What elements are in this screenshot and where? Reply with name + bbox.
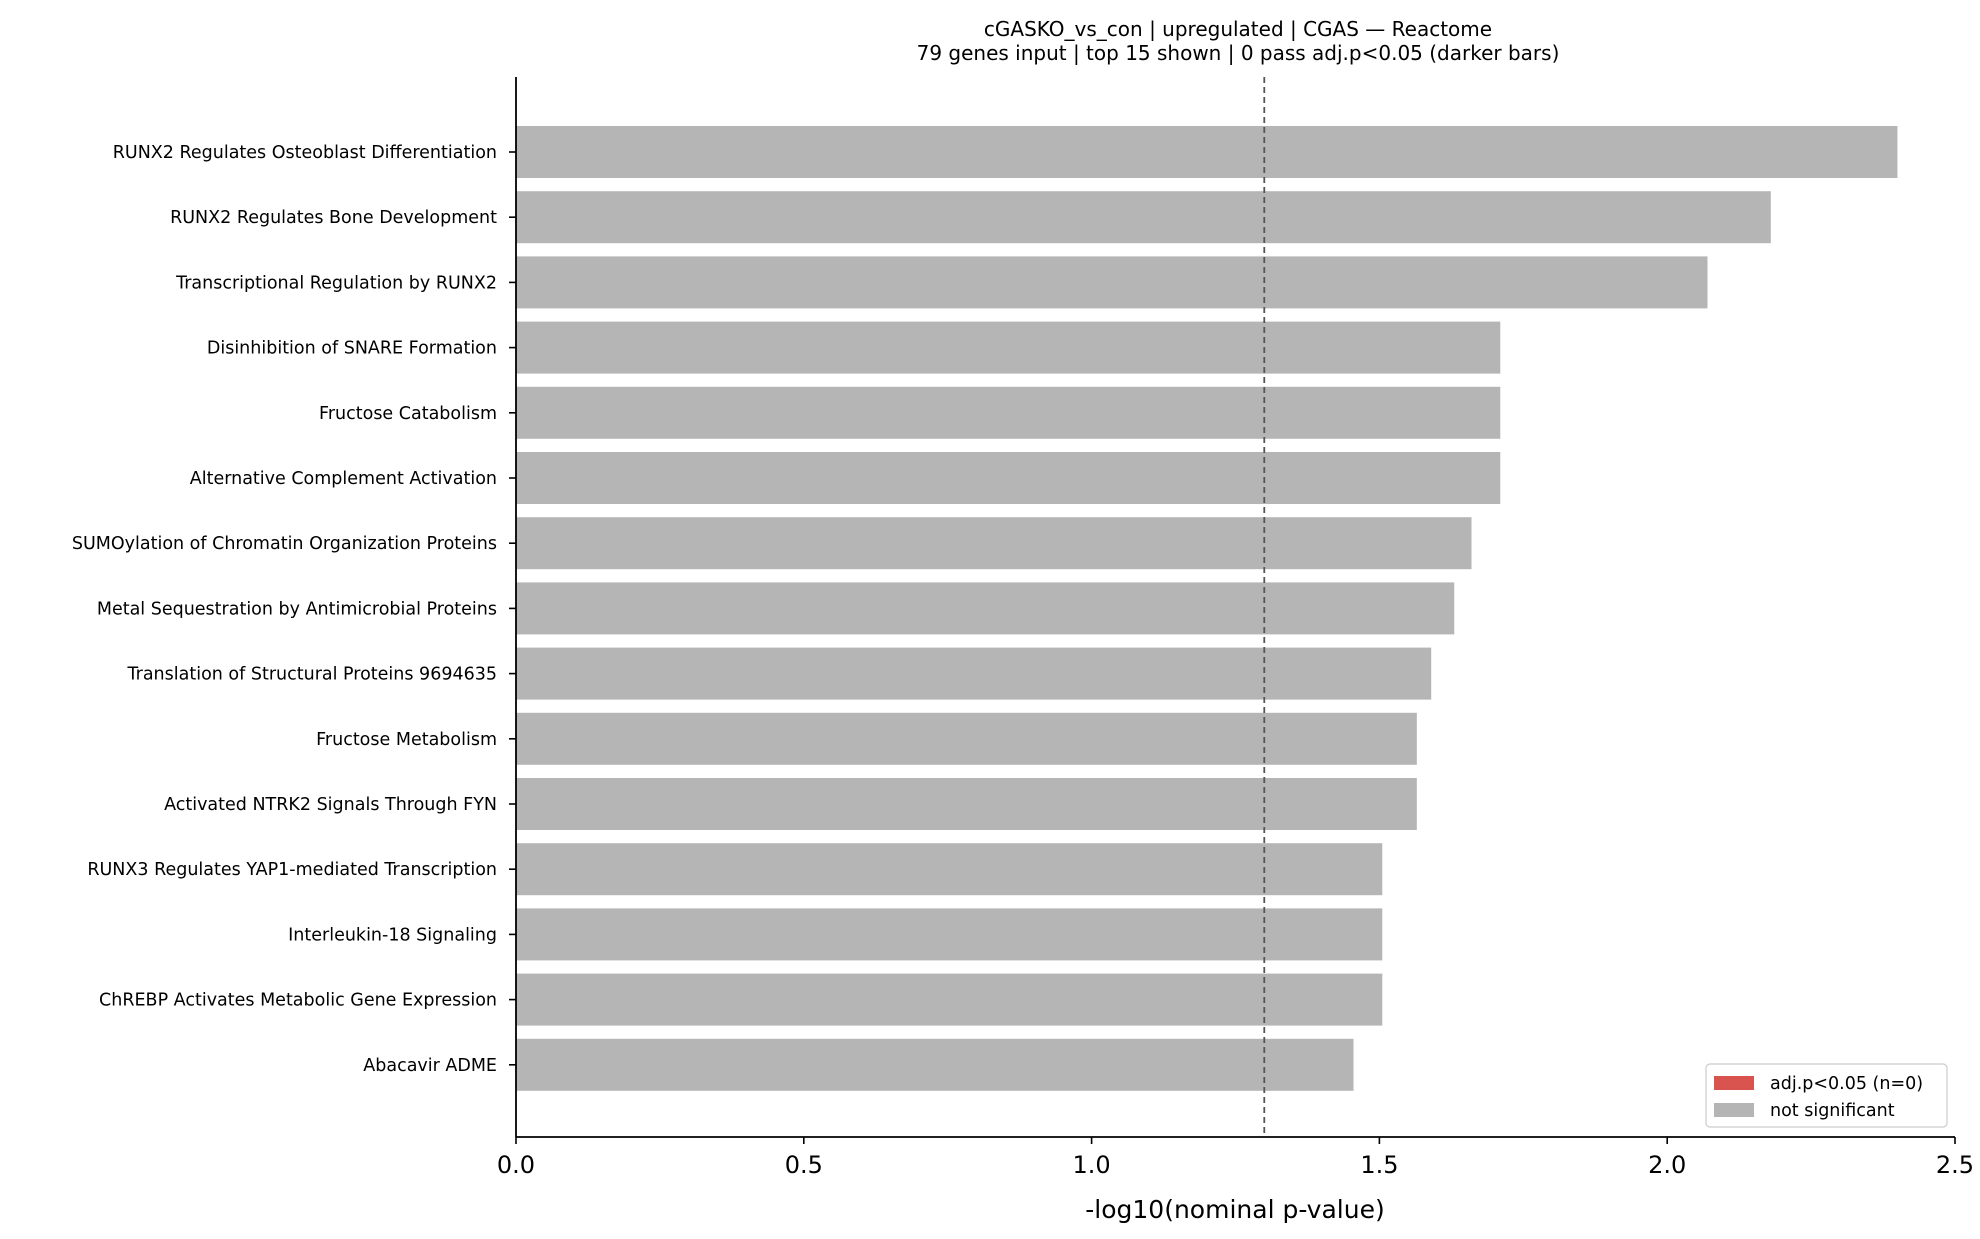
- x-tick-label: 2.5: [1936, 1151, 1974, 1179]
- y-tick-label: Fructose Metabolism: [316, 730, 497, 750]
- legend-frame: [1705, 1063, 1948, 1128]
- bar: [516, 256, 1708, 309]
- bar: [516, 452, 1501, 504]
- y-tick-label: Metal Sequestration by Antimicrobial Pro…: [97, 599, 497, 619]
- x-tick-label: 0.0: [497, 1151, 535, 1179]
- bar: [516, 647, 1432, 700]
- legend: adj.p<0.05 (n=0) not significant: [1705, 1063, 1948, 1128]
- chart-title: cGASKO_vs_con | upregulated | CGAS — Rea…: [984, 17, 1492, 41]
- y-tick-label: Fructose Catabolism: [319, 404, 497, 424]
- chart-subtitle: 79 genes input | top 15 shown | 0 pass a…: [917, 41, 1560, 65]
- legend-label: adj.p<0.05 (n=0): [1770, 1074, 1923, 1094]
- bar: [516, 126, 1898, 178]
- y-tick-label: Disinhibition of SNARE Formation: [207, 339, 497, 359]
- bar: [516, 843, 1383, 896]
- bar: [516, 1038, 1354, 1091]
- x-axis: 0.0 0.5 1.0 1.5 2.0 2.5: [497, 1136, 1974, 1179]
- x-tick-label: 0.5: [785, 1151, 823, 1179]
- legend-swatch: [1714, 1076, 1754, 1090]
- bar: [516, 191, 1771, 244]
- y-tick-label: Transcriptional Regulation by RUNX2: [175, 273, 497, 293]
- y-axis: RUNX2 Regulates Osteoblast Differentiati…: [72, 77, 517, 1137]
- bar: [516, 973, 1383, 1026]
- y-tick-label: Interleukin-18 Signaling: [288, 925, 497, 945]
- legend-label: not significant: [1770, 1101, 1895, 1121]
- bar: [516, 517, 1472, 570]
- y-tick-label: Alternative Complement Activation: [190, 469, 497, 489]
- bar: [516, 582, 1455, 635]
- bar: [516, 386, 1501, 439]
- x-axis-label: -log10(nominal p-value): [1085, 1195, 1384, 1224]
- bar: [516, 908, 1383, 961]
- y-tick-label: Activated NTRK2 Signals Through FYN: [164, 795, 497, 815]
- legend-swatch: [1714, 1103, 1754, 1117]
- x-tick-label: 2.0: [1648, 1151, 1686, 1179]
- y-tick-label: RUNX3 Regulates YAP1-mediated Transcript…: [87, 860, 497, 880]
- x-tick-label: 1.0: [1073, 1151, 1111, 1179]
- x-tick-label: 1.5: [1360, 1151, 1398, 1179]
- y-tick-label: ChREBP Activates Metabolic Gene Expressi…: [99, 991, 497, 1011]
- bar: [516, 778, 1417, 830]
- y-tick-label: Translation of Structural Proteins 96946…: [127, 665, 497, 685]
- y-tick-label: RUNX2 Regulates Bone Development: [170, 208, 497, 228]
- bar: [516, 321, 1501, 374]
- y-tick-label: SUMOylation of Chromatin Organization Pr…: [72, 534, 497, 554]
- y-tick-label: RUNX2 Regulates Osteoblast Differentiati…: [113, 143, 497, 163]
- bar: [516, 712, 1417, 765]
- bars-group: [516, 126, 1898, 1091]
- y-tick-label: Abacavir ADME: [363, 1056, 497, 1076]
